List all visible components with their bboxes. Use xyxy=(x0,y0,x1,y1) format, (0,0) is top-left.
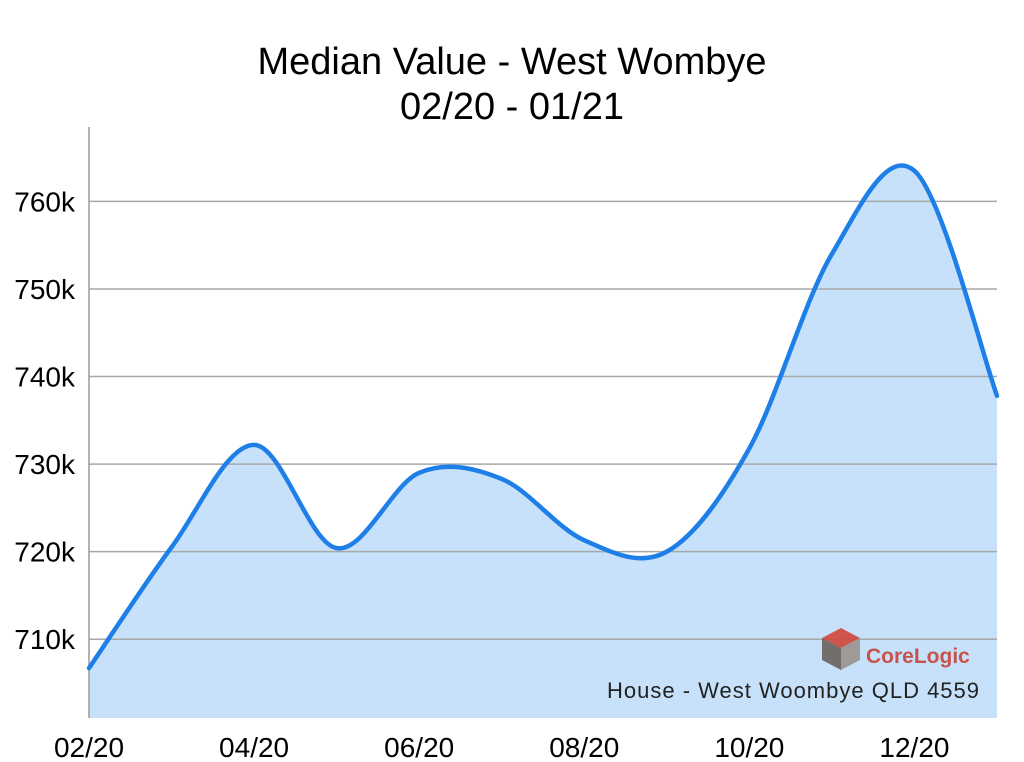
data-point xyxy=(334,545,340,551)
chart-subtitle: 02/20 - 01/21 xyxy=(400,86,624,128)
y-tick-label: 760k xyxy=(14,186,76,217)
series-line xyxy=(86,163,1000,671)
data-point xyxy=(746,445,752,451)
x-tick-label: 02/20 xyxy=(54,732,124,762)
y-tick-label: 720k xyxy=(14,537,76,568)
y-tick-label: 710k xyxy=(14,624,76,655)
brand-logo: CoreLogic xyxy=(822,627,974,671)
x-tick-label: 08/20 xyxy=(549,732,619,762)
data-point xyxy=(829,251,835,257)
y-tick-label: 730k xyxy=(14,449,76,480)
data-point xyxy=(581,537,587,543)
x-axis-ticks: 02/20 04/20 06/20 08/20 10/20 12/20 xyxy=(54,732,950,762)
y-tick-label: 740k xyxy=(14,362,76,393)
series-area xyxy=(89,165,997,718)
cube-left-face xyxy=(822,638,841,670)
y-tick-label: 750k xyxy=(14,274,76,305)
cube-right-face xyxy=(841,638,860,670)
chart-annotation: House - West Woombye QLD 4559 xyxy=(607,678,981,703)
brand-logo-text: CoreLogic xyxy=(866,645,970,668)
x-tick-label: 06/20 xyxy=(384,732,454,762)
data-point xyxy=(169,544,175,550)
data-point xyxy=(664,549,670,555)
data-point xyxy=(416,470,422,476)
chart-title: Median Value - West Wombye xyxy=(257,41,767,83)
x-tick-label: 12/20 xyxy=(879,732,949,762)
data-point xyxy=(499,476,505,482)
gridlines xyxy=(89,200,997,640)
y-axis-ticks: 710k 720k 730k 740k 750k 760k xyxy=(14,186,76,655)
x-tick-label: 10/20 xyxy=(714,732,784,762)
data-point xyxy=(994,393,1000,399)
data-point xyxy=(911,168,917,174)
data-point xyxy=(251,442,257,448)
corelogic-cube-icon xyxy=(822,628,860,670)
data-point xyxy=(86,665,92,671)
x-tick-label: 04/20 xyxy=(219,732,289,762)
